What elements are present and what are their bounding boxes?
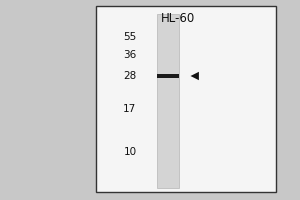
Bar bbox=[157, 14, 179, 188]
Text: 28: 28 bbox=[123, 71, 136, 81]
Bar bbox=[157, 74, 179, 78]
Text: 36: 36 bbox=[123, 50, 136, 60]
Polygon shape bbox=[190, 72, 199, 80]
Text: 10: 10 bbox=[123, 147, 136, 157]
Text: 17: 17 bbox=[123, 104, 136, 114]
Text: HL-60: HL-60 bbox=[161, 12, 196, 25]
Bar bbox=[96, 6, 276, 192]
Text: 55: 55 bbox=[123, 32, 136, 42]
